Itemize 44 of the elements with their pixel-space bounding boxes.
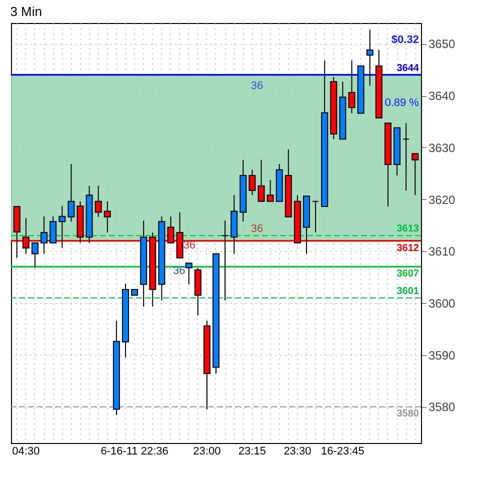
annotation: 36 <box>183 240 196 252</box>
y-tick-label: 3600 <box>428 296 456 310</box>
y-tick-label: 3580 <box>428 400 456 414</box>
y-tick-label: 3630 <box>428 140 456 155</box>
ref-line-label: 3580 <box>396 408 420 420</box>
candlestick <box>58 206 66 249</box>
x-tick-label: 6-16-11 22:36 <box>100 446 168 458</box>
candlestick <box>348 60 356 114</box>
x-tick-label: 16-23:45 <box>320 446 364 458</box>
ref-line-label: 3612 <box>396 242 420 254</box>
candlestick <box>312 200 320 233</box>
candlestick <box>222 220 229 301</box>
x-tick-label: 23:30 <box>284 446 312 458</box>
annotation: 36 <box>172 264 186 277</box>
candlestick <box>94 185 102 218</box>
ref-line-label: 3644 <box>396 62 420 74</box>
candlestick <box>366 29 374 86</box>
x-tick-label: 23:00 <box>193 446 221 458</box>
y-tick-label: 3590 <box>428 348 456 362</box>
y-tick-label: 3610 <box>428 244 456 259</box>
candlestick <box>40 216 48 254</box>
candlestick <box>68 164 75 222</box>
annotation: 0.89 % <box>384 96 420 109</box>
chart-title: 3 Min <box>10 4 42 19</box>
ref-line-label: 3613 <box>396 224 420 235</box>
annotation: 36 <box>250 222 264 235</box>
candlestick <box>266 180 274 202</box>
candlestick <box>258 159 265 202</box>
candlestick <box>104 200 111 233</box>
candlestick <box>248 169 256 196</box>
y-tick-label: 3640 <box>428 89 456 104</box>
y-tick-label: 3650 <box>428 37 456 52</box>
ref-line-label: 3607 <box>396 268 420 280</box>
annotation: 36 <box>250 80 264 92</box>
ref-line-label: 3601 <box>396 286 420 297</box>
candlestick <box>50 216 57 244</box>
candlestick <box>31 242 38 268</box>
candlestick <box>402 122 410 191</box>
x-tick-label: 04:30 <box>12 446 40 458</box>
y-tick-label: 3620 <box>428 192 456 207</box>
candlestick <box>185 262 192 285</box>
candlestick <box>412 153 419 196</box>
annotation: $0.32 <box>391 34 419 46</box>
x-tick-label: 23:15 <box>238 446 266 458</box>
